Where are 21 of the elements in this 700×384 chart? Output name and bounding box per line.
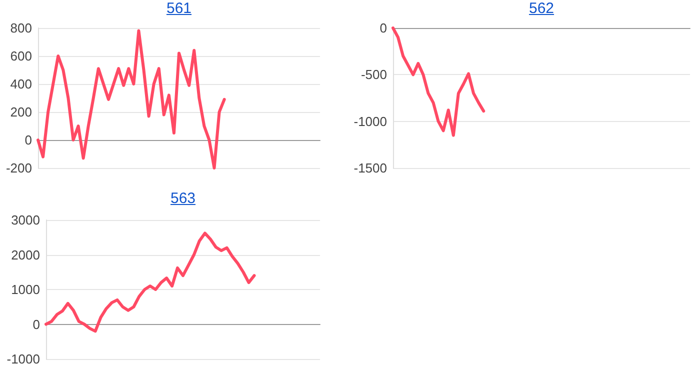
y-tick-label: 0 [380,20,387,36]
chart-title: 563 [169,190,197,207]
y-tick-label: -500 [360,67,387,82]
line-series [44,232,256,333]
y-tick-label: 3000 [11,212,40,228]
y-tick-label: 0 [24,132,32,148]
y-tick-label: 200 [10,104,32,120]
line-series [392,26,486,137]
y-tick-label: 2000 [11,247,40,262]
line-series [36,29,226,170]
y-tick-label: 0 [32,316,40,332]
y-tick-label: -1500 [354,160,387,176]
y-tick-label: -200 [6,160,32,176]
y-tick-label: -1000 [354,114,387,129]
chart-title: 561 [165,0,193,17]
y-tick-label: 400 [10,76,32,92]
y-tick-label: 1000 [11,282,40,297]
y-tick-label: 800 [10,20,32,36]
y-tick-label: -1000 [6,352,40,366]
y-tick-label: 600 [10,48,32,64]
chart-title: 562 [528,0,556,17]
